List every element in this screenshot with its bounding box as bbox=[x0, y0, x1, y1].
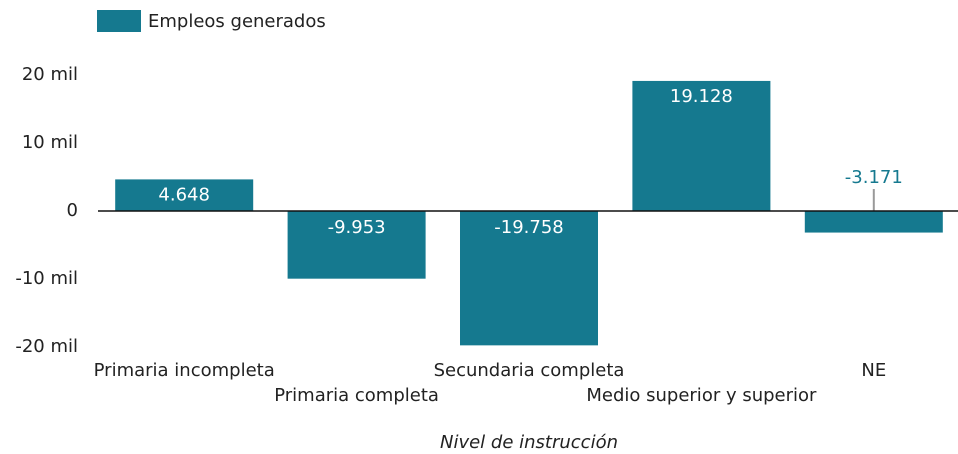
x-tick-label: Secundaria completa bbox=[434, 360, 625, 381]
data-label: -19.758 bbox=[494, 217, 563, 238]
y-tick-label: 0 bbox=[67, 200, 78, 221]
x-tick-label: Primaria incompleta bbox=[94, 360, 275, 381]
bar bbox=[804, 211, 943, 233]
data-label: 4.648 bbox=[158, 184, 210, 205]
y-tick-label: -20 mil bbox=[15, 336, 78, 357]
x-tick-label: Primaria completa bbox=[274, 385, 439, 406]
x-axis-title: Nivel de instrucción bbox=[440, 432, 618, 453]
x-tick-label: NE bbox=[861, 360, 886, 381]
legend-swatch bbox=[97, 10, 141, 32]
y-tick-label: -10 mil bbox=[15, 268, 78, 289]
data-label: -9.953 bbox=[328, 217, 386, 238]
bar bbox=[632, 80, 771, 212]
bar bbox=[460, 211, 598, 346]
bar bbox=[287, 211, 426, 279]
legend-label: Empleos generados bbox=[148, 11, 326, 32]
x-tick-label: Medio superior y superior bbox=[586, 385, 817, 406]
bar bbox=[115, 179, 254, 211]
data-label: -3.171 bbox=[845, 167, 903, 188]
y-tick-label: 10 mil bbox=[22, 132, 78, 153]
y-tick-label: 20 mil bbox=[22, 64, 78, 85]
data-label: 19.128 bbox=[670, 86, 733, 107]
